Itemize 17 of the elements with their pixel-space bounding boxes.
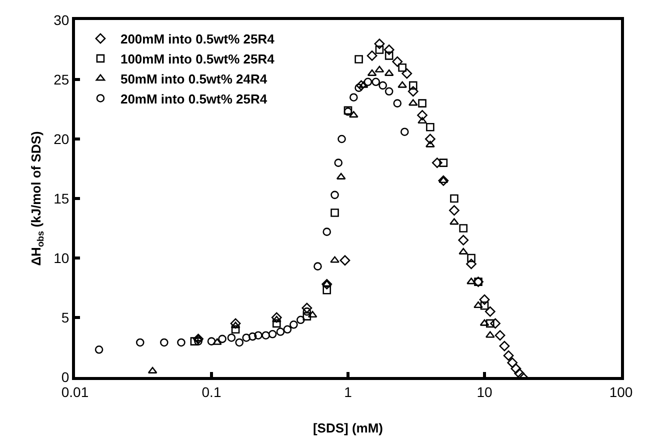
y-tick-label: 0 xyxy=(61,368,70,385)
y-tick-label: 5 xyxy=(61,309,70,326)
x-tick-label: 1 xyxy=(344,384,352,400)
x-tick-label: 0.01 xyxy=(61,384,89,400)
legend-label: 100mM into 0.5wt% 25R4 xyxy=(120,51,276,66)
y-tick-label: 20 xyxy=(54,130,70,147)
y-tick-label: 25 xyxy=(54,71,70,88)
y-tick-label: 15 xyxy=(54,190,70,206)
legend-label: 50mM into 0.5wt% 24R4 xyxy=(120,71,268,86)
x-tick-label: 10 xyxy=(476,384,492,400)
legend-label: 200mM into 0.5wt% 25R4 xyxy=(120,32,276,47)
x-axis-title: [SDS] (mM) xyxy=(312,420,384,436)
y-tick-label: 10 xyxy=(54,250,70,266)
legend-label: 20mM into 0.5wt% 25R4 xyxy=(120,91,268,106)
x-tick-label: 100 xyxy=(609,384,633,400)
x-tick-label: 0.1 xyxy=(202,384,222,400)
y-tick-label: 30 xyxy=(54,12,70,28)
